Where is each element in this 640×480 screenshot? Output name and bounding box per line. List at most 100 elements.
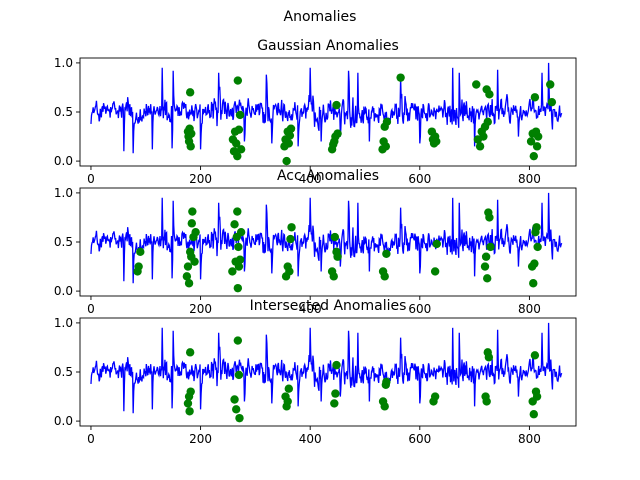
anomaly-point [185,348,195,357]
anomaly-point [529,151,538,161]
anomaly-point [430,267,440,276]
anomaly-point [529,279,538,288]
subplot-title: Intersected Anomalies [250,298,407,314]
anomaly-point [184,279,194,288]
anomaly-point [380,272,389,281]
anomaly-point [331,389,340,398]
anomaly-point [382,249,391,258]
y-tick-label: 0.0 [54,414,73,428]
anomaly-point [479,132,488,141]
anomaly-point [186,387,195,396]
figure-suptitle: Anomalies [284,9,357,25]
anomaly-point [530,93,540,102]
anomaly-point [191,227,200,237]
anomaly-point [530,259,539,268]
anomaly-point [532,392,542,401]
subplots-container: Gaussian Anomalies 0 200 400 600 800 0.0 0.5 1.0… [54,38,577,446]
anomaly-point [230,395,239,404]
anomaly-point [286,234,295,244]
anomaly-point [486,242,495,252]
anomaly-point [187,129,196,138]
anomaly-point [432,239,441,249]
anomaly-point [285,131,295,140]
x-tick-label: 800 [518,302,541,316]
anomaly-point [432,137,441,146]
anomaly-point [532,223,541,232]
anomaly-point [332,360,341,370]
anomaly-point [183,399,193,408]
y-tick-label: 0.5 [54,365,73,379]
subplot-3: Intersected Anomalies 0 200 400 600 800 0.0 0.5… [54,298,577,446]
y-tick-label: 1.0 [54,186,73,200]
anomaly-point [185,88,195,97]
subplot-1: Gaussian Anomalies 0 200 400 600 800 0.0 0.5 1.0 [54,38,577,186]
anomaly-point [234,125,244,134]
anomaly-point [287,223,296,232]
anomaly-point [381,142,391,151]
anomaly-point [233,283,243,293]
anomaly-point [526,137,536,146]
anomaly-point [382,377,391,387]
anomaly-point [235,255,245,264]
anomaly-point [546,80,555,89]
anomaly-point [533,242,542,252]
anomaly-point [481,252,491,261]
anomaly-point [235,110,245,120]
x-tick-label: 600 [408,302,431,316]
x-tick-label: 400 [299,302,322,316]
x-tick-label: 200 [189,432,212,446]
anomaly-point [136,247,145,257]
anomaly-point [480,262,490,271]
anomaly-point [472,80,481,89]
anomaly-point [234,242,243,252]
anomaly-point [330,232,340,242]
x-tick-label: 600 [408,432,431,446]
anomaly-point [233,336,243,345]
subplot-title: Acc Anomalies [277,168,379,184]
anomaly-point [285,267,294,276]
x-tick-label: 200 [189,172,212,186]
anomaly-point [183,262,193,271]
anomaly-point [228,267,237,276]
signal-line [90,322,563,414]
anomaly-point [284,384,294,393]
anomaly-point [188,207,197,216]
anomaly-point [483,274,492,283]
anomaly-point [333,252,342,261]
anomaly-point [484,353,494,362]
anomaly-point [233,151,242,161]
anomaly-point [236,227,246,237]
anomaly-point [330,399,339,408]
anomaly-point [382,117,392,127]
signal-line [90,192,563,284]
x-tick-label: 0 [87,302,95,316]
anomaly-point [234,370,244,380]
y-tick-label: 0.0 [54,284,73,298]
y-tick-label: 1.0 [54,316,73,330]
anomaly-point [232,139,241,148]
anomaly-point [182,272,192,281]
anomaly-point [284,139,294,148]
anomaly-point [235,413,244,423]
anomaly-point [236,145,246,154]
anomaly-point [230,220,239,229]
anomaly-point [396,73,405,82]
anomaly-point [283,397,292,406]
anomaly-point [187,219,197,228]
y-tick-label: 1.0 [54,56,73,70]
anomaly-point [482,397,491,406]
anomaly-point [485,213,494,222]
x-tick-label: 800 [518,432,541,446]
anomaly-point [532,142,542,151]
x-tick-label: 600 [408,172,431,186]
anomaly-point [380,402,389,411]
anomaly-point [530,351,540,360]
anomaly-point [233,76,243,85]
anomaly-point [485,90,494,99]
subplot-title: Gaussian Anomalies [257,38,399,54]
anomaly-point [329,272,338,281]
anomaly-point [533,132,543,141]
anomaly-point [186,142,195,151]
x-tick-label: 200 [189,302,212,316]
x-tick-label: 0 [87,172,95,186]
